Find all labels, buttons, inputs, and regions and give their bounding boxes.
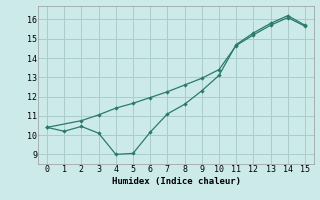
X-axis label: Humidex (Indice chaleur): Humidex (Indice chaleur) (111, 177, 241, 186)
